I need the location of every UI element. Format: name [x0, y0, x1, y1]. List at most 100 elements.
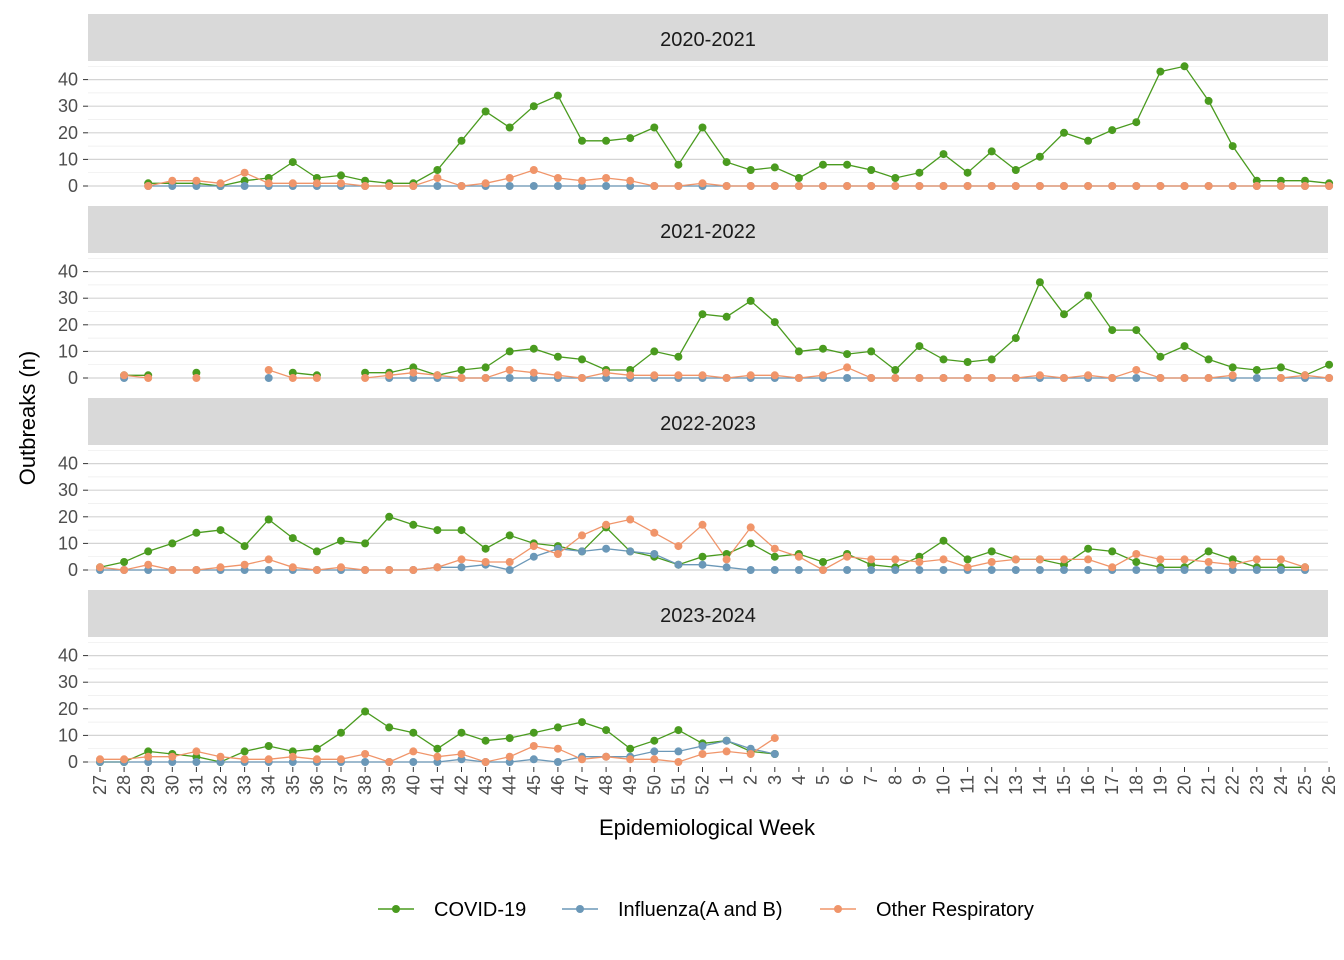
data-point-Other Respiratory — [120, 755, 129, 764]
data-point-Other Respiratory — [481, 374, 490, 382]
data-point-Other Respiratory — [650, 755, 659, 764]
data-point-Other Respiratory — [626, 515, 635, 524]
data-point-Other Respiratory — [770, 182, 779, 190]
data-point-COVID-19 — [385, 512, 394, 521]
y-tick-label: 0 — [68, 560, 78, 580]
data-point-Other Respiratory — [361, 182, 370, 190]
x-tick-label: 14 — [1030, 775, 1050, 795]
data-point-COVID-19 — [698, 310, 707, 319]
y-axis-title: Outbreaks (n) — [15, 351, 40, 486]
x-tick-label: 20 — [1175, 775, 1195, 795]
data-point-COVID-19 — [698, 552, 707, 561]
data-point-COVID-19 — [1108, 326, 1117, 335]
x-tick-label: 46 — [548, 775, 568, 795]
data-point-Other Respiratory — [1035, 371, 1044, 380]
data-point-COVID-19 — [457, 728, 466, 737]
y-tick-label: 10 — [58, 533, 78, 553]
data-point-COVID-19 — [963, 555, 972, 564]
x-tick-label: 49 — [620, 775, 640, 795]
data-point-Other Respiratory — [457, 182, 466, 190]
data-point-Influenza(A and B) — [529, 755, 538, 764]
data-point-Other Respiratory — [1084, 182, 1093, 190]
data-point-COVID-19 — [1180, 62, 1189, 71]
data-point-Other Respiratory — [867, 374, 876, 382]
x-tick-label: 4 — [789, 775, 809, 785]
x-axis: 27 28 29 30 31 32 33 34 35 36 37 38 39 40 41 42 43 44 45 46… — [90, 767, 1339, 795]
data-point-Other Respiratory — [553, 371, 562, 380]
data-point-Other Respiratory — [144, 752, 153, 761]
y-tick-label: 20 — [58, 123, 78, 143]
data-point-Other Respiratory — [963, 374, 972, 382]
data-point-Other Respiratory — [1132, 550, 1141, 558]
data-point-Other Respiratory — [409, 747, 418, 756]
data-point-COVID-19 — [770, 163, 779, 172]
y-tick-label: 0 — [68, 752, 78, 772]
data-point-Other Respiratory — [312, 179, 321, 188]
data-point-Influenza(A and B) — [674, 560, 683, 569]
data-point-Other Respiratory — [288, 752, 297, 761]
x-tick-label: 25 — [1295, 775, 1315, 795]
x-tick-label: 2 — [741, 775, 761, 785]
data-point-Influenza(A and B) — [264, 374, 273, 382]
x-tick-label: 7 — [861, 775, 881, 785]
data-point-COVID-19 — [361, 539, 370, 548]
x-tick-label: 32 — [211, 775, 231, 795]
data-point-COVID-19 — [1276, 363, 1285, 372]
y-tick-label: 0 — [68, 368, 78, 388]
data-point-Other Respiratory — [722, 374, 731, 382]
x-tick-label: 13 — [1006, 775, 1026, 795]
data-point-Other Respiratory — [602, 368, 611, 377]
legend-key-point — [392, 905, 400, 913]
data-point-Other Respiratory — [1252, 555, 1261, 564]
data-point-Other Respiratory — [264, 179, 273, 188]
y-tick-label: 40 — [58, 262, 78, 282]
data-point-Influenza(A and B) — [505, 182, 514, 190]
data-point-COVID-19 — [529, 102, 538, 111]
legend: COVID-19 Influenza(A and B) Other Respirat… — [378, 899, 1034, 921]
legend-item-COVID-19: COVID-19 — [378, 899, 526, 921]
data-point-COVID-19 — [240, 747, 249, 756]
data-point-COVID-19 — [1156, 67, 1165, 76]
x-axis-title: Epidemiological Week — [599, 815, 816, 840]
data-point-COVID-19 — [505, 531, 514, 540]
legend-key-point — [576, 905, 584, 913]
y-tick-label: 20 — [58, 699, 78, 719]
data-point-Other Respiratory — [240, 755, 249, 764]
data-point-Other Respiratory — [1060, 374, 1068, 382]
data-point-Other Respiratory — [939, 374, 948, 382]
x-tick-label: 26 — [1319, 775, 1339, 795]
data-point-COVID-19 — [963, 168, 972, 177]
data-point-Other Respiratory — [963, 182, 972, 190]
data-point-COVID-19 — [505, 347, 514, 356]
data-point-Other Respiratory — [385, 758, 394, 766]
x-tick-label: 10 — [934, 775, 954, 795]
data-point-Other Respiratory — [264, 555, 273, 564]
data-point-COVID-19 — [337, 171, 345, 180]
data-point-Other Respiratory — [192, 176, 201, 185]
x-tick-label: 28 — [114, 775, 134, 795]
data-point-COVID-19 — [1132, 326, 1141, 335]
data-point-COVID-19 — [1204, 355, 1213, 364]
data-point-Other Respiratory — [626, 176, 635, 185]
data-point-Other Respiratory — [1108, 374, 1117, 382]
data-point-COVID-19 — [1204, 96, 1213, 105]
data-point-Other Respiratory — [746, 371, 755, 380]
strip-label: 2020-2021 — [660, 29, 756, 51]
data-point-Other Respiratory — [698, 750, 707, 758]
data-point-Other Respiratory — [674, 371, 683, 380]
data-point-Other Respiratory — [698, 179, 707, 188]
data-point-COVID-19 — [843, 160, 852, 169]
x-tick-label: 33 — [235, 775, 255, 795]
data-point-Other Respiratory — [722, 747, 731, 756]
data-point-COVID-19 — [674, 352, 683, 361]
series-line-Other Respiratory — [148, 169, 1330, 187]
data-point-Other Respiratory — [312, 755, 321, 764]
data-point-Influenza(A and B) — [650, 550, 659, 558]
data-point-COVID-19 — [529, 344, 538, 353]
strip-label: 2021-2022 — [660, 221, 756, 243]
data-point-Other Respiratory — [1276, 374, 1285, 382]
data-point-Influenza(A and B) — [1060, 566, 1068, 574]
panel-2021-2022: 2021-2022 0 10 20 30 40 — [58, 206, 1334, 388]
x-tick-label: 31 — [186, 775, 206, 795]
